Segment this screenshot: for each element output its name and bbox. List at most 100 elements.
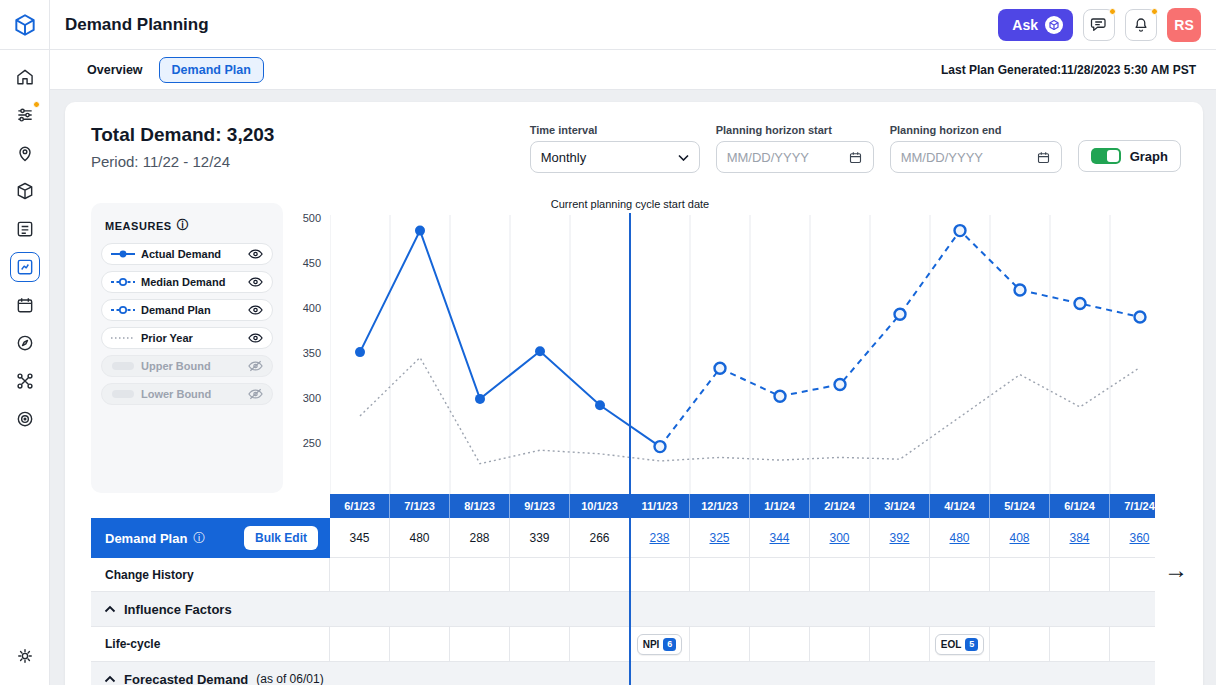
notification-dot xyxy=(33,101,40,108)
time-interval-select[interactable]: Monthly xyxy=(530,141,700,173)
list-icon[interactable] xyxy=(10,214,40,244)
gear-icon[interactable] xyxy=(10,641,40,671)
sliders-icon[interactable] xyxy=(10,100,40,130)
calendar-icon[interactable] xyxy=(10,290,40,320)
badge-count: 6 xyxy=(663,638,676,651)
demand-plan-card: Total Demand: 3,203 Period: 11/22 - 12/2… xyxy=(65,102,1203,685)
demand-plan-cell[interactable]: 384 xyxy=(1050,518,1110,558)
demand-plan-value[interactable]: 238 xyxy=(649,531,669,545)
column-header: 10/1/23 xyxy=(570,494,630,518)
measure-lower-bound[interactable]: Lower Bound xyxy=(101,383,273,405)
life-cycle-cell xyxy=(510,627,570,662)
life-cycle-badge[interactable]: NPI6 xyxy=(637,634,683,655)
column-header: 4/1/24 xyxy=(930,494,990,518)
bulk-edit-button[interactable]: Bulk Edit xyxy=(244,526,318,550)
column-header: 8/1/23 xyxy=(450,494,510,518)
demand-plan-value: 339 xyxy=(529,531,549,545)
demand-plan-cell[interactable]: 480 xyxy=(930,518,990,558)
demand-plan-icon[interactable] xyxy=(10,252,40,282)
horizon-start-input[interactable]: MM/DD/YYYY xyxy=(716,141,874,173)
measure-prior-year[interactable]: Prior Year xyxy=(101,327,273,349)
change-history-cell xyxy=(810,558,870,592)
target-icon[interactable] xyxy=(10,404,40,434)
demand-plan-cell[interactable]: 344 xyxy=(750,518,810,558)
integrations-icon[interactable] xyxy=(10,366,40,396)
y-tick-label: 350 xyxy=(303,346,321,360)
y-tick-label: 400 xyxy=(303,301,321,315)
demand-plan-cell[interactable]: 392 xyxy=(870,518,930,558)
page-title: Demand Planning xyxy=(65,15,209,35)
life-cycle-cell: NPI6 xyxy=(630,627,690,662)
demand-plan-value[interactable]: 392 xyxy=(889,531,909,545)
change-history-cell xyxy=(1050,558,1110,592)
life-cycle-row: Life-cycle NPI6 EOL5 xyxy=(91,627,1155,662)
date-header-row: 6/1/237/1/238/1/239/1/2310/1/2311/1/2312… xyxy=(91,494,1155,518)
eye-off-icon[interactable] xyxy=(248,360,263,372)
demand-plan-value: 345 xyxy=(349,531,369,545)
app-logo[interactable] xyxy=(0,0,49,50)
demand-plan-value[interactable]: 300 xyxy=(829,531,849,545)
planning-cycle-annotation: Current planning cycle start date xyxy=(551,198,709,210)
column-header: 1/1/24 xyxy=(750,494,810,518)
change-history-cell xyxy=(570,558,630,592)
demand-plan-cell[interactable]: 360 xyxy=(1110,518,1155,558)
forecasted-demand-section[interactable]: Forecasted Demand (as of 06/01) xyxy=(91,662,1155,685)
horizon-start-label: Planning horizon start xyxy=(716,124,874,136)
location-pin-icon[interactable] xyxy=(10,138,40,168)
demand-plan-value[interactable]: 384 xyxy=(1069,531,1089,545)
measure-median-demand[interactable]: Median Demand xyxy=(101,271,273,293)
life-cycle-cell xyxy=(1050,627,1110,662)
graph-toggle[interactable]: Graph xyxy=(1078,140,1181,172)
content-area: Total Demand: 3,203 Period: 11/22 - 12/2… xyxy=(50,90,1216,685)
info-icon[interactable]: ⓘ xyxy=(177,217,190,234)
measure-upper-bound[interactable]: Upper Bound xyxy=(101,355,273,377)
eye-off-icon[interactable] xyxy=(248,388,263,400)
measures-panel: MEASURES ⓘ Actual Demand Median Demand Dem… xyxy=(91,203,283,493)
scroll-right-arrow[interactable]: → xyxy=(1164,558,1188,582)
change-history-cell xyxy=(870,558,930,592)
demand-plan-value[interactable]: 480 xyxy=(949,531,969,545)
demand-plan-cell[interactable]: 408 xyxy=(990,518,1050,558)
eye-icon[interactable] xyxy=(248,276,263,288)
life-cycle-badge[interactable]: EOL5 xyxy=(935,634,985,655)
influence-factors-section[interactable]: Influence Factors xyxy=(91,592,1155,627)
column-header: 7/1/24 xyxy=(1110,494,1155,518)
demand-plan-value[interactable]: 360 xyxy=(1129,531,1149,545)
horizon-end-label: Planning horizon end xyxy=(890,124,1062,136)
demand-plan-value[interactable]: 325 xyxy=(709,531,729,545)
eye-icon[interactable] xyxy=(248,248,263,260)
notifications-button[interactable] xyxy=(1125,9,1157,41)
bell-icon xyxy=(1132,16,1150,34)
demand-plan-cell: 339 xyxy=(510,518,570,558)
demand-plan-value[interactable]: 344 xyxy=(769,531,789,545)
calendar-icon xyxy=(848,150,863,165)
compass-icon[interactable] xyxy=(10,328,40,358)
tab-overview[interactable]: Overview xyxy=(85,58,145,82)
demand-plan-cell[interactable]: 325 xyxy=(690,518,750,558)
life-cycle-row-header: Life-cycle xyxy=(91,627,330,662)
home-icon[interactable] xyxy=(10,62,40,92)
measure-demand-plan[interactable]: Demand Plan xyxy=(101,299,273,321)
tab-demand-plan[interactable]: Demand Plan xyxy=(159,57,264,83)
measure-actual-demand[interactable]: Actual Demand xyxy=(101,243,273,265)
column-header: 6/1/23 xyxy=(330,494,390,518)
package-icon[interactable] xyxy=(10,176,40,206)
horizon-end-input[interactable]: MM/DD/YYYY xyxy=(890,141,1062,173)
change-history-cell xyxy=(330,558,390,592)
life-cycle-cell xyxy=(570,627,630,662)
sidebar xyxy=(0,0,50,685)
eye-icon[interactable] xyxy=(248,304,263,316)
period: Period: 11/22 - 12/24 xyxy=(91,153,274,170)
measures-title: MEASURES xyxy=(105,220,172,232)
info-icon[interactable]: ⓘ xyxy=(193,530,205,547)
avatar[interactable]: RS xyxy=(1167,8,1201,42)
demand-plan-value[interactable]: 408 xyxy=(1009,531,1029,545)
chart-and-table: MEASURES ⓘ Actual Demand Median Demand Dem… xyxy=(91,197,1155,685)
feedback-button[interactable] xyxy=(1083,9,1115,41)
ask-button[interactable]: Ask xyxy=(998,9,1073,41)
y-tick-label: 300 xyxy=(303,391,321,405)
demand-plan-cell[interactable]: 300 xyxy=(810,518,870,558)
demand-plan-cell[interactable]: 238 xyxy=(630,518,690,558)
eye-icon[interactable] xyxy=(248,332,263,344)
toggle-switch-on[interactable] xyxy=(1091,148,1121,164)
